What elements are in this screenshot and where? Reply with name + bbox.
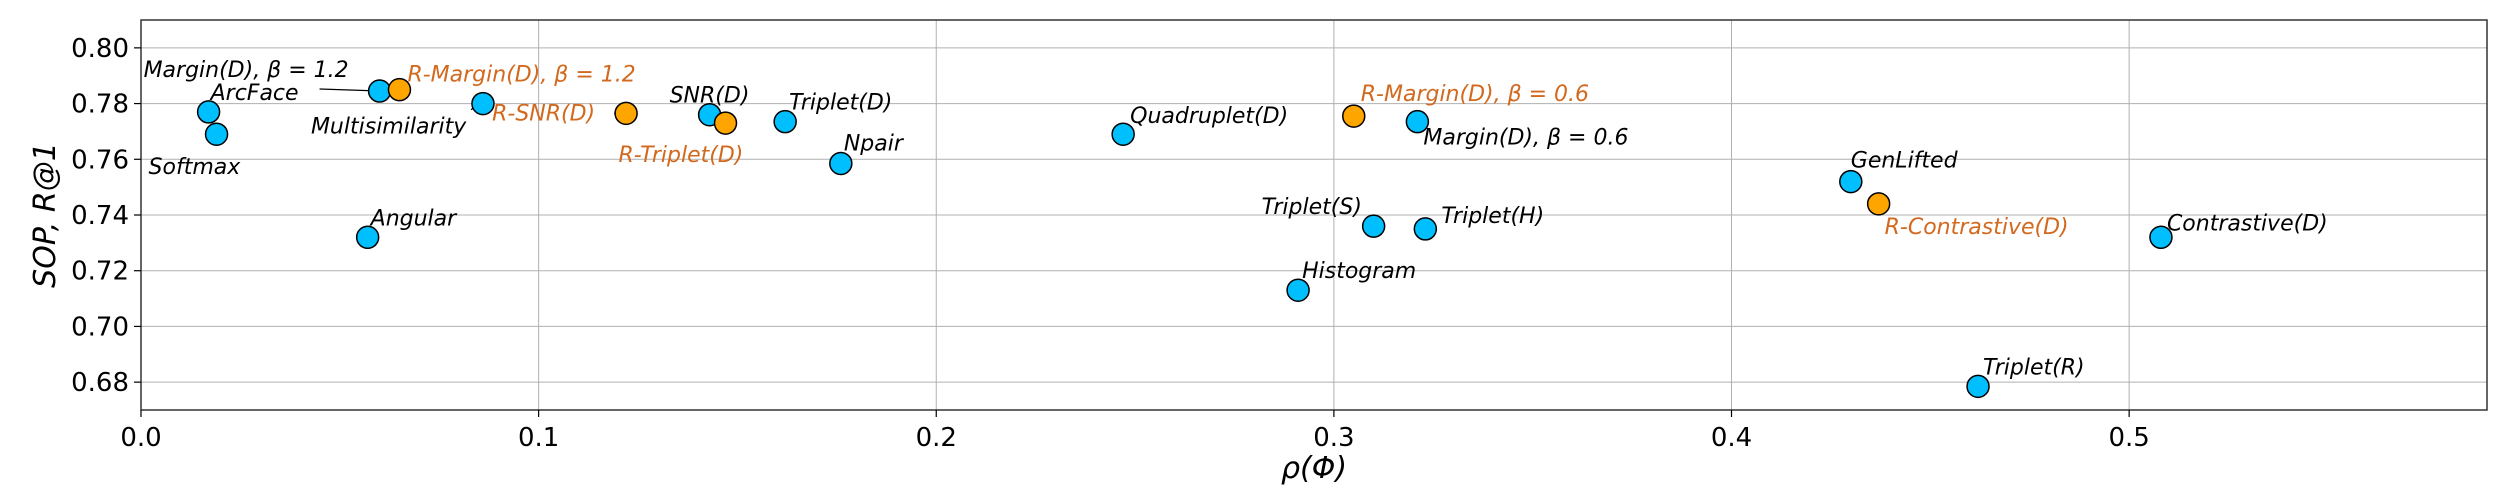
point-label: Margin(D), β = 0.6 xyxy=(1423,126,1628,151)
y-tick-label: 0.68 xyxy=(71,368,129,398)
data-point xyxy=(196,100,221,124)
point-label: Margin(D), β = 1.2 xyxy=(144,58,349,83)
data-point xyxy=(1966,374,1990,399)
data-points xyxy=(196,77,2173,399)
data-point xyxy=(713,111,738,135)
x-tick-label: 0.5 xyxy=(2108,423,2149,453)
x-tick-label: 0.3 xyxy=(1313,423,1354,453)
y-tick-label: 0.72 xyxy=(71,257,129,287)
y-axis-ticks: 0.68 0.70 0.72 0.74 0.76 0.78 0.80 xyxy=(71,34,141,398)
point-label: Multisimilarity xyxy=(311,115,467,140)
point-label: Angular xyxy=(369,206,458,231)
data-point xyxy=(387,77,412,102)
point-label: Histogram xyxy=(1302,259,1416,284)
y-tick-label: 0.74 xyxy=(71,201,129,231)
x-tick-label: 0.2 xyxy=(916,423,957,453)
data-point xyxy=(367,79,392,103)
data-point xyxy=(1342,104,1366,128)
data-point xyxy=(614,101,638,126)
point-labels: Margin(D), β = 1.2 R-Margin(D), β = 1.2 Ar… xyxy=(144,58,2328,380)
point-label: R-Margin(D), β = 0.6 xyxy=(1361,82,1589,107)
point-label: Quadruplet(D) xyxy=(1130,104,1288,129)
point-label: Softmax xyxy=(149,155,242,180)
point-label: R-Margin(D), β = 1.2 xyxy=(407,63,635,88)
data-point xyxy=(1839,169,1863,194)
data-point xyxy=(1405,109,1430,134)
y-tick-label: 0.70 xyxy=(71,312,129,342)
data-point xyxy=(1111,122,1135,146)
data-point xyxy=(1866,192,1891,216)
x-tick-label: 0.4 xyxy=(1711,423,1752,453)
data-point xyxy=(1361,214,1386,238)
y-tick-label: 0.80 xyxy=(71,34,129,64)
y-tick-label: 0.76 xyxy=(71,145,129,175)
data-point xyxy=(1413,217,1438,241)
point-label: ArcFace xyxy=(209,81,299,106)
point-label: GenLifted xyxy=(1851,149,1959,174)
data-point xyxy=(2149,225,2173,250)
grid-lines xyxy=(140,20,2487,410)
data-point xyxy=(1286,278,1310,302)
data-point xyxy=(471,91,495,116)
point-label: Npair xyxy=(844,131,905,156)
point-label: Triplet(R) xyxy=(1983,355,2085,380)
x-axis-title: ρ(Φ) xyxy=(1281,451,1347,486)
x-tick-label: 0.1 xyxy=(518,423,559,453)
data-point xyxy=(773,109,797,134)
x-tick-label: 0.0 xyxy=(120,423,161,453)
x-axis-ticks: 0.0 0.1 0.2 0.3 0.4 0.5 xyxy=(120,410,2150,453)
point-label: Contrastive(D) xyxy=(2167,211,2328,236)
data-point xyxy=(204,122,229,146)
point-label: R-SNR(D) xyxy=(492,101,595,126)
data-point xyxy=(355,225,380,250)
point-label: Triplet(S) xyxy=(1262,195,1362,220)
point-label: Triplet(H) xyxy=(1441,204,1544,229)
point-label: Triplet(D) xyxy=(789,91,892,116)
y-axis-title: SOP, R@1 xyxy=(28,142,63,288)
point-label: R-Contrastive(D) xyxy=(1885,215,2069,240)
data-point xyxy=(829,151,853,176)
point-label: SNR(D) xyxy=(670,84,750,109)
y-tick-label: 0.78 xyxy=(71,90,129,120)
point-label: R-Triplet(D) xyxy=(619,143,744,168)
